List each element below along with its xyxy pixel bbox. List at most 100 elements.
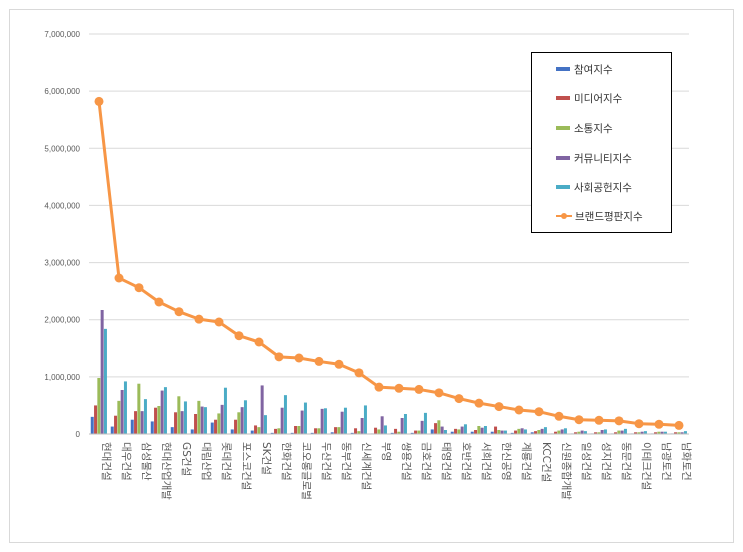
bar	[243, 400, 247, 434]
bar	[554, 431, 558, 434]
bar	[623, 428, 627, 434]
bar	[110, 426, 114, 434]
bar	[294, 426, 298, 434]
bar	[194, 414, 198, 434]
bar	[510, 432, 514, 434]
bar	[534, 431, 538, 434]
brand-index-marker	[474, 398, 484, 408]
bar	[234, 419, 238, 434]
x-tick-label: 부영	[380, 442, 392, 461]
x-tick-label: 남광토건	[660, 442, 672, 481]
brand-index-marker	[274, 352, 284, 362]
bar	[230, 429, 234, 434]
bar	[274, 428, 278, 434]
bar	[200, 406, 204, 434]
legend-swatch	[556, 156, 570, 160]
bar	[303, 402, 307, 434]
x-tick-label: 계룡건설	[520, 442, 532, 481]
bar	[90, 416, 94, 434]
brand-index-marker	[234, 331, 244, 341]
bar	[540, 428, 544, 434]
x-tick-label: 현대건설	[100, 442, 112, 481]
bar	[583, 431, 587, 434]
y-tick-label: 6,000,000	[44, 87, 80, 96]
bar	[594, 432, 598, 434]
bar	[680, 432, 684, 434]
bar	[154, 407, 158, 434]
y-axis-tick-labels: 0 1,000,000 2,000,000 3,000,000 4,000,000 5,0…	[44, 30, 80, 439]
bar	[334, 427, 338, 434]
bar	[443, 430, 447, 434]
bar	[260, 385, 264, 434]
bar	[660, 431, 664, 434]
bar	[597, 432, 601, 434]
bar	[574, 432, 578, 434]
bar	[410, 432, 414, 434]
legend-label: 미디어지수	[574, 92, 623, 105]
bar	[290, 432, 294, 434]
bar	[543, 427, 547, 434]
brand-index-marker	[534, 407, 544, 417]
brand-index-marker	[214, 317, 224, 327]
bar	[203, 407, 207, 434]
bar	[254, 425, 258, 434]
bar	[214, 419, 218, 434]
bar	[360, 418, 364, 434]
x-tick-label: 대림산업	[200, 442, 213, 481]
y-tick-label: 3,000,000	[44, 259, 80, 268]
x-tick-label: 신세계건설	[360, 442, 372, 490]
legend-label: 참여지수	[574, 63, 613, 76]
x-tick-label: 이테크건설	[640, 442, 652, 490]
bar	[363, 405, 367, 434]
x-tick-label: KCC건설	[540, 442, 552, 482]
legend-item-social-contribution: 사회공헌지수	[556, 179, 632, 195]
bar	[437, 420, 441, 434]
bar	[397, 431, 401, 434]
bar	[480, 427, 484, 434]
legend-item-media: 미디어지수	[556, 90, 622, 106]
bar	[420, 420, 424, 434]
x-tick-label: 두산건설	[320, 442, 332, 481]
bar	[380, 416, 384, 434]
bar	[163, 387, 167, 434]
bar	[140, 411, 144, 434]
x-tick-label: 호반건설	[460, 442, 472, 481]
x-tick-label: SK건설	[260, 442, 272, 475]
bar	[463, 424, 467, 434]
bar	[674, 432, 678, 434]
bar	[430, 429, 434, 434]
brand-index-marker	[434, 388, 444, 398]
bar	[683, 431, 687, 434]
bar	[634, 432, 638, 434]
bar	[494, 426, 498, 434]
bar	[677, 432, 681, 434]
bar	[314, 428, 318, 434]
x-tick-label: 쌍용건설	[400, 442, 412, 481]
x-tick-label: 삼성물산	[140, 442, 152, 481]
bar	[117, 400, 121, 434]
bar	[343, 407, 347, 434]
legend-swatch	[556, 67, 570, 71]
bar	[483, 426, 487, 434]
x-tick-label: 포스코건설	[240, 442, 252, 490]
x-axis-category-labels: 현대건설 대우건설 삼성물산 현대산업개발 GS건설 대림산업 롯데건설 포스코건설 SK건설 한…	[100, 442, 692, 500]
bar	[174, 412, 178, 434]
bar	[210, 422, 214, 434]
bar	[103, 328, 107, 434]
bar	[250, 430, 254, 434]
bar	[297, 426, 301, 434]
bar	[400, 418, 404, 434]
bar	[474, 430, 478, 434]
bar	[454, 428, 458, 434]
y-tick-label: 0	[76, 430, 81, 439]
brand-index-marker	[574, 415, 584, 425]
y-tick-label: 7,000,000	[44, 30, 80, 39]
bar	[614, 432, 618, 434]
x-tick-label: 남화토건	[680, 442, 692, 481]
bar	[143, 399, 147, 434]
bar	[94, 405, 98, 434]
bar	[217, 413, 221, 434]
legend-item-participation: 참여지수	[556, 61, 613, 77]
bar	[220, 404, 224, 434]
brand-index-marker	[674, 420, 684, 430]
